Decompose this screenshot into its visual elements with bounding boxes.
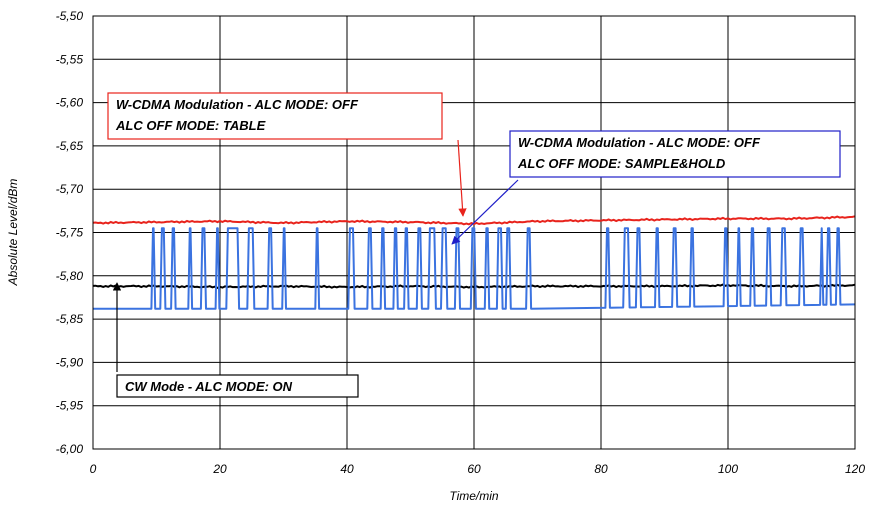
y-axis-title: Absolute Level/dBm: [6, 179, 20, 287]
y-tick-label: -5,85: [56, 312, 84, 326]
x-tick-label: 0: [90, 462, 97, 476]
series-line-red: [92, 215, 856, 226]
y-tick-label: -5,95: [56, 399, 84, 413]
y-tick-label: -5,90: [56, 355, 84, 369]
annotation-text: W-CDMA Modulation - ALC MODE: OFF: [518, 135, 761, 150]
y-tick-label: -5,80: [56, 269, 84, 283]
y-tick-label: -5,75: [56, 226, 84, 240]
series-layer: [92, 215, 856, 310]
annotation-text: CW Mode - ALC MODE: ON: [125, 379, 293, 394]
series-line-blue: [93, 227, 856, 310]
annotation-box: CW Mode - ALC MODE: ON: [112, 282, 359, 398]
x-tick-label: 20: [212, 462, 227, 476]
y-tick-label: -5,60: [56, 96, 84, 110]
annotation-box: W-CDMA Modulation - ALC MODE: OFF ALC OFF…: [451, 130, 841, 245]
y-tick-label: -5,70: [56, 182, 84, 196]
annotation-box: W-CDMA Modulation - ALC MODE: OFF ALC OFF…: [107, 92, 467, 217]
y-tick-label: -6,00: [56, 442, 84, 456]
x-tick-label: 60: [467, 462, 481, 476]
annotation-text: ALC OFF MODE: TABLE: [115, 118, 266, 133]
y-tick-label: -5,50: [56, 9, 84, 23]
annotation-frame: [107, 92, 443, 140]
annotation-text: W-CDMA Modulation - ALC MODE: OFF: [116, 97, 359, 112]
y-tick-labels: -5,50 -5,55 -5,60 -5,65 -5,70 -5,75 -5,80 -5,85…: [56, 9, 84, 456]
plot-area-frame: [92, 15, 856, 450]
x-tick-label: 40: [340, 462, 354, 476]
y-tick-label: -5,55: [56, 52, 84, 66]
x-tick-label: 100: [718, 462, 738, 476]
annotation-frame: [116, 374, 359, 398]
y-tick-label: -5,65: [56, 139, 84, 153]
annotations: W-CDMA Modulation - ALC MODE: OFF ALC OFF…: [107, 92, 841, 398]
annotation-frame: [509, 130, 841, 178]
x-axis-title: Time/min: [449, 489, 499, 503]
x-tick-label: 80: [594, 462, 608, 476]
x-tick-label: 120: [845, 462, 865, 476]
annotation-text: ALC OFF MODE: SAMPLE&HOLD: [517, 156, 726, 171]
annotation-arrow: [451, 179, 519, 245]
x-tick-labels: 0 20 40 60 80 100 120: [90, 462, 866, 476]
annotation-arrow: [457, 139, 467, 217]
